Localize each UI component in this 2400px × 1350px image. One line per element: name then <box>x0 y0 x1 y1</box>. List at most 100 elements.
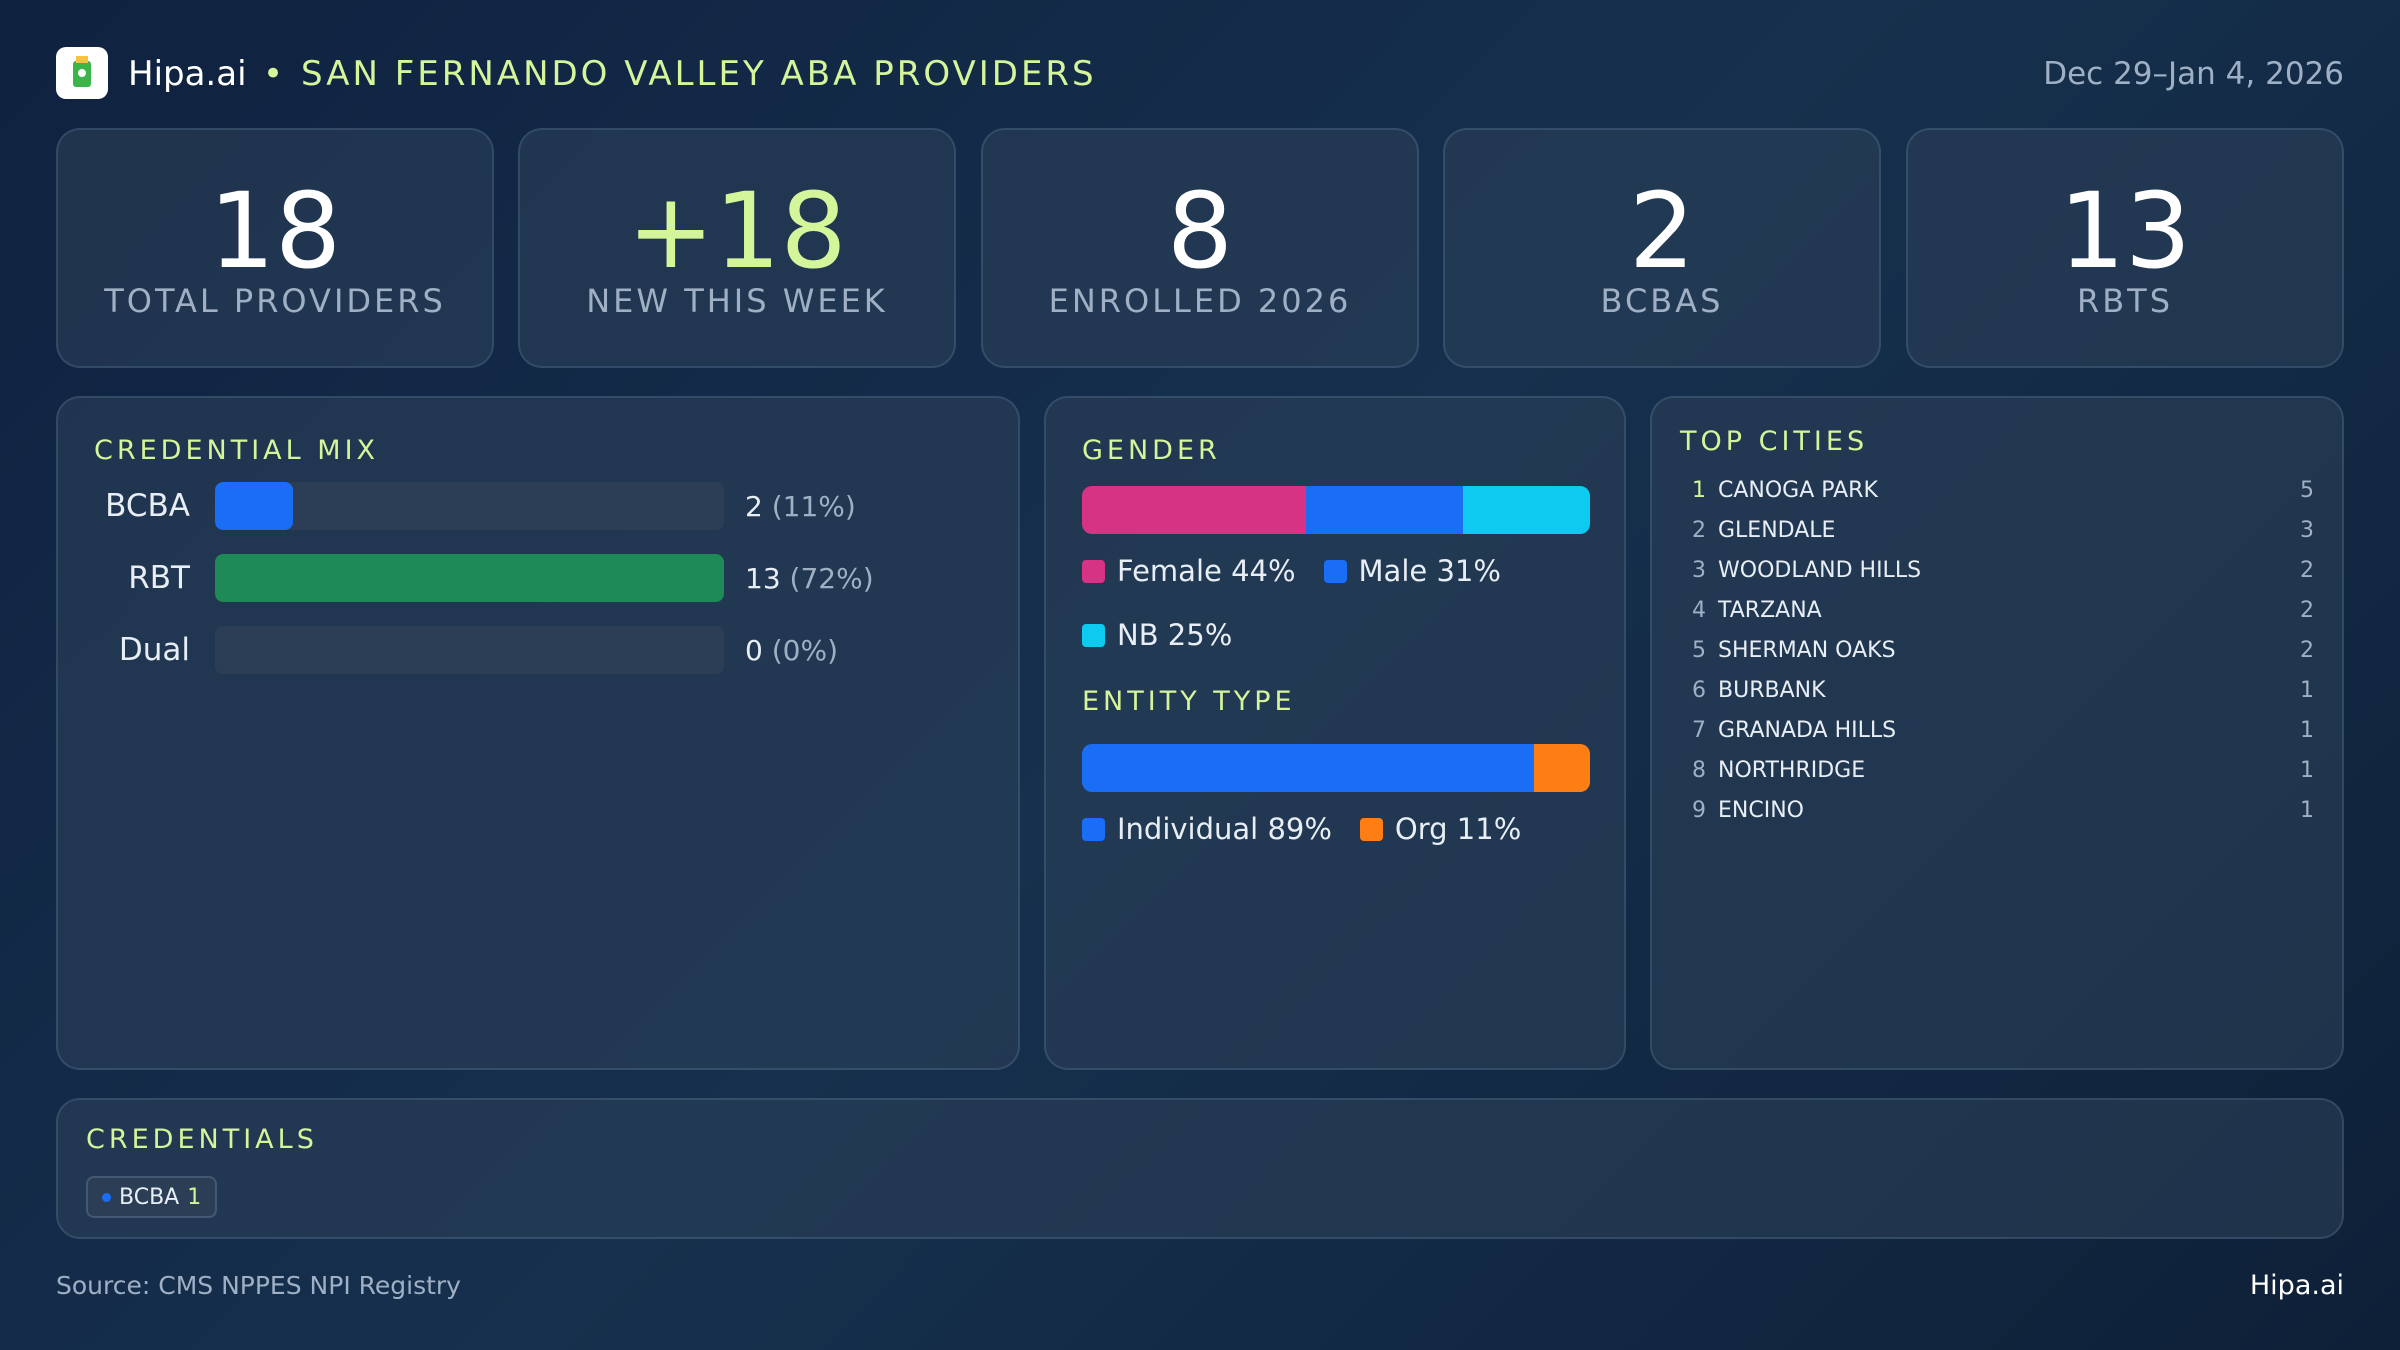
bar-track <box>215 554 724 602</box>
panel-title: TOP CITIES <box>1680 426 1869 457</box>
legend-label: Individual 89% <box>1117 812 1332 846</box>
legend-label: Male 31% <box>1358 554 1501 588</box>
city-name: GLENDALE <box>1718 518 1836 543</box>
city-count: 3 <box>2300 518 2314 543</box>
legend-swatch <box>1359 817 1383 841</box>
kpi-card: 8 ENROLLED 2026 <box>981 128 1419 368</box>
kpi-label: RBTS <box>2076 282 2174 320</box>
city-name: TARZANA <box>1718 598 1822 623</box>
legend-item: Female 44% <box>1082 554 1296 588</box>
legend: Female 44% Male 31% NB 25% <box>1082 554 1590 652</box>
source: Source: CMS NPPES NPI Registry <box>56 1271 461 1300</box>
date-range: Dec 29–Jan 4, 2026 <box>2043 56 2344 92</box>
kpi-label: BCBAS <box>1600 282 1724 320</box>
legend-item: NB 25% <box>1082 618 1232 652</box>
panel-title: CREDENTIALS <box>86 1124 318 1155</box>
logo-icon <box>73 56 91 87</box>
value-label: 0 (0%) <box>745 634 838 667</box>
city-name: WOODLAND HILLS <box>1718 558 1922 583</box>
legend-item: Org 11% <box>1359 812 1522 846</box>
kpi-card: +18 NEW THIS WEEK <box>518 128 956 368</box>
city-rank: 6 <box>1692 678 1706 703</box>
city-count: 1 <box>2300 798 2314 823</box>
bar-track <box>215 482 724 530</box>
bar <box>215 554 724 602</box>
panel-title: CREDENTIAL MIX <box>94 435 380 466</box>
kpi-card: 2 BCBAS <box>1443 128 1881 368</box>
top-cities-panel: TOP CITIES 1 CANOGA PARK 5 2 GLENDALE 3 3 WOODL… <box>1650 396 2344 1070</box>
city-count: 2 <box>2300 558 2314 583</box>
city-name: BURBANK <box>1718 678 1826 703</box>
segment <box>1534 744 1590 792</box>
bar-track <box>215 626 724 674</box>
segment <box>1082 744 1535 792</box>
legend-swatch <box>1082 559 1105 583</box>
chip-dot <box>102 1192 111 1202</box>
city-rank: 3 <box>1692 558 1706 583</box>
gender-panel: GENDER Female 44% Male 31% NB 25% ENTITY T… <box>1044 396 1626 1070</box>
segment <box>1082 486 1306 534</box>
kpi-label: ENROLLED 2026 <box>1048 282 1352 320</box>
credential-mix-panel: CREDENTIAL MIX BCBA 2 (11%) RBT 13 (72%) Dua… <box>56 396 1020 1070</box>
city-rank: 7 <box>1692 718 1706 743</box>
city-rank: 4 <box>1692 598 1706 623</box>
legend-label: NB 25% <box>1117 618 1233 652</box>
page-title: SAN FERNANDO VALLEY ABA PROVIDERS <box>301 54 1097 94</box>
kpi-value: 2 <box>1628 170 1696 292</box>
chip-label: BCBA <box>119 1184 180 1210</box>
legend-label: Org 11% <box>1394 812 1522 846</box>
city-name: GRANADA HILLS <box>1718 718 1897 743</box>
segment <box>1305 486 1463 534</box>
legend-swatch <box>1082 623 1105 647</box>
stacked-bar <box>1082 744 1590 792</box>
chip-count: 1 <box>187 1184 202 1210</box>
city-rank: 1 <box>1692 478 1706 503</box>
legend-item: Male 31% <box>1323 554 1501 588</box>
city-name: SHERMAN OAKS <box>1718 638 1896 663</box>
legend-label: Female 44% <box>1117 554 1296 588</box>
city-rank: 8 <box>1692 758 1706 783</box>
percent: (0%) <box>771 634 839 667</box>
count: 2 <box>745 490 763 523</box>
kpi-value: 13 <box>2058 170 2192 292</box>
count: 13 <box>745 562 781 595</box>
city-count: 1 <box>2300 718 2314 743</box>
legend: Individual 89% Org 11% <box>1082 812 1590 846</box>
panel-title: ENTITY TYPE <box>1082 686 1296 717</box>
legend-swatch <box>1323 559 1347 583</box>
percent: (72%) <box>789 562 874 595</box>
count: 0 <box>745 634 763 667</box>
brand: Hipa.ai <box>128 54 247 94</box>
city-name: CANOGA PARK <box>1718 478 1878 503</box>
kpi-label: NEW THIS WEEK <box>586 282 888 320</box>
city-count: 2 <box>2300 598 2314 623</box>
value-label: 2 (11%) <box>745 490 856 523</box>
row-label: RBT <box>128 560 190 596</box>
stacked-bar <box>1082 486 1590 534</box>
credentials-panel: CREDENTIALS BCBA 1 <box>56 1098 2344 1239</box>
separator: • <box>263 54 284 94</box>
kpi-card: 13 RBTS <box>1906 128 2344 368</box>
segment <box>1462 486 1590 534</box>
kpi-value: 18 <box>208 170 342 292</box>
kpi-card: 18 TOTAL PROVIDERS <box>56 128 494 368</box>
footer-brand: Hipa.ai <box>2249 1270 2344 1301</box>
kpi-value: 8 <box>1166 170 1234 292</box>
city-count: 5 <box>2300 478 2314 503</box>
city-name: NORTHRIDGE <box>1718 758 1866 783</box>
city-name: ENCINO <box>1718 798 1804 823</box>
panel-title: GENDER <box>1082 435 1221 466</box>
kpi-value: +18 <box>627 170 847 292</box>
row-label: Dual <box>118 632 190 668</box>
city-count: 1 <box>2300 758 2314 783</box>
value-label: 13 (72%) <box>745 562 874 595</box>
percent: (11%) <box>771 490 856 523</box>
legend-item: Individual 89% <box>1082 812 1332 846</box>
kpi-label: TOTAL PROVIDERS <box>104 282 446 320</box>
city-rank: 2 <box>1692 518 1706 543</box>
bar <box>215 482 294 530</box>
city-rank: 5 <box>1692 638 1706 663</box>
city-count: 2 <box>2300 638 2314 663</box>
legend-swatch <box>1082 817 1105 841</box>
